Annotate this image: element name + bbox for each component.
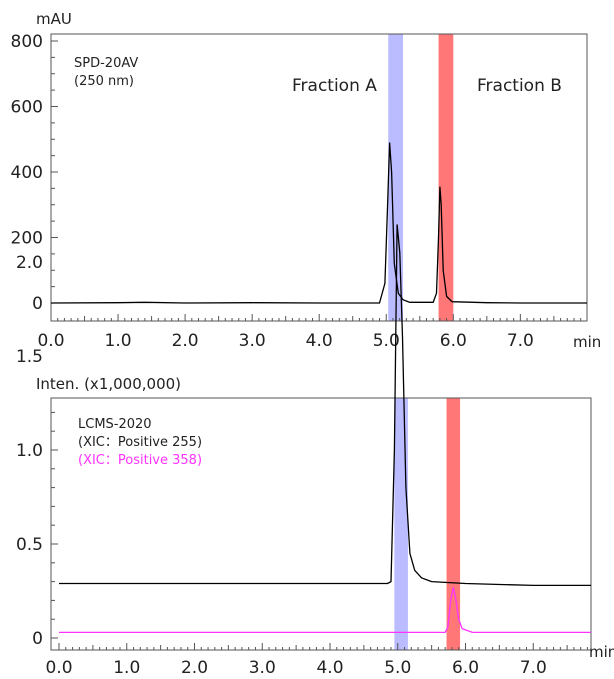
uv-trace [50,142,587,304]
x-tick-label: 1.0 [113,658,140,678]
xic-255-trace [59,224,591,587]
y-axis-title: mAU [36,10,72,28]
x-tick-label: 4.0 [306,331,333,351]
x-axis-ticks: 0.0 1.0 2.0 3.0 4.0 5.0 6.0 7.0 [37,314,582,351]
y-tick-label: 800 [11,32,43,52]
x-axis-title: min [589,643,614,661]
x-tick-label: 6.0 [440,331,467,351]
instrument-label: LCMS-2020 [78,417,152,432]
y-tick-label: 200 [11,229,43,249]
uv-chromatogram-panel: 0 200 400 600 800 0.0 1.0 2.0 3.0 4.0 5.0 6.0 7.0 m… [11,10,602,351]
detector-label: SPD-20AV [74,56,138,71]
y-axis-ticks: 0 0.5 1.0 1.5 2.0 [16,253,58,649]
x-tick-label: 0.0 [37,331,64,351]
fraction-a-band [394,398,408,650]
x-axis-ticks: 0.0 1.0 2.0 3.0 4.0 5.0 6.0 7.0 [45,643,588,678]
y-tick-label: 2.0 [16,253,43,273]
fraction-a-label: Fraction A [292,76,377,96]
y-tick-label: 0.5 [16,535,43,555]
y-tick-label: 400 [11,163,43,183]
y-tick-label: 0 [32,294,43,314]
x-tick-label: 5.0 [384,658,411,678]
fraction-b-band [438,34,454,321]
lcms-xic-panel: 0 0.5 1.0 1.5 2.0 0.0 1.0 2.0 3.0 4.0 5.0 6.0 7.0 I… [16,224,614,678]
x-tick-label: 1.0 [105,331,132,351]
fraction-b-band [446,398,461,650]
wavelength-label: (250 nm) [74,74,134,89]
plot-frame [50,397,592,651]
y-tick-label: 1.5 [16,347,43,367]
x-tick-label: 2.0 [181,658,208,678]
x-tick-label: 6.0 [452,658,479,678]
x-tick-label: 5.0 [373,331,400,351]
legend-xic-358: (XIC：Positive 358) [78,453,202,468]
y-tick-label: 600 [11,98,43,118]
x-tick-label: 0.0 [45,658,72,678]
x-tick-label: 4.0 [316,658,343,678]
x-tick-label: 3.0 [239,331,266,351]
fraction-b-label: Fraction B [477,76,562,96]
y-axis-ticks: 0 200 400 600 800 [11,32,58,314]
y-tick-label: 0 [32,629,43,649]
x-tick-label: 3.0 [249,658,276,678]
x-tick-label: 2.0 [172,331,199,351]
x-tick-label: 7.0 [520,658,547,678]
x-tick-label: 7.0 [507,331,534,351]
xic-358-trace [59,587,591,634]
y-tick-label: 1.0 [16,441,43,461]
legend-xic-255: (XIC：Positive 255) [78,435,202,450]
y-axis-title: Inten. (x1,000,000) [36,375,181,393]
x-axis-title: min [573,333,601,351]
